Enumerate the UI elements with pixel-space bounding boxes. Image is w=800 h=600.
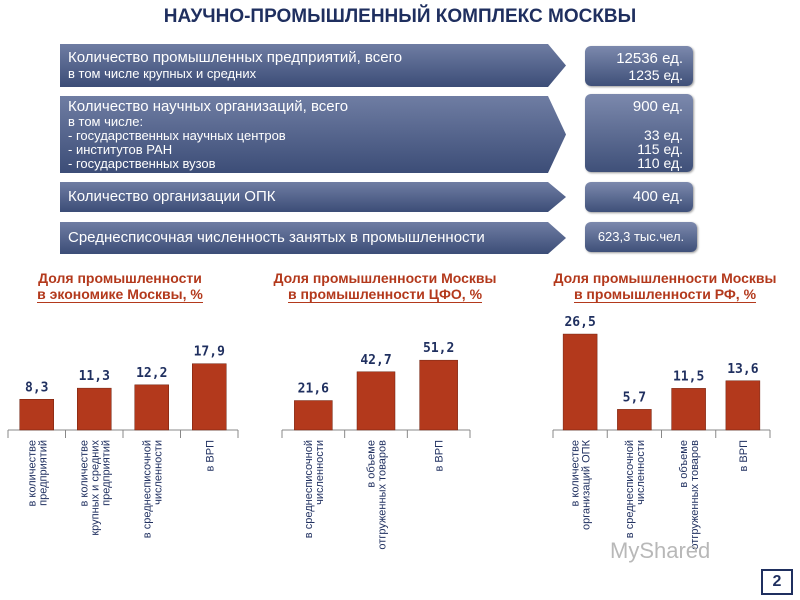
category-label-line: численности — [635, 440, 647, 505]
category-label-line: отгруженных товаров — [377, 440, 389, 550]
category-label: в ВРП — [738, 440, 750, 472]
bar-value-label: 21,6 — [298, 382, 329, 397]
category-label-line: предприятий — [100, 440, 112, 506]
category-label-line: в объеме — [678, 440, 690, 488]
stat-value: 400 ед. — [632, 188, 683, 205]
chart-title-moscow-economy: Доля промышленности в экономике Москвы, … — [0, 270, 240, 303]
bar-value-label: 51,2 — [423, 341, 454, 356]
category-label-line: в среднесписочной — [303, 440, 315, 538]
bar-value-label: 5,7 — [623, 390, 646, 405]
chart-title-line: в промышленности ЦФО, % — [287, 286, 483, 303]
chart-title-rf: Доля промышленности Москвы в промышленно… — [530, 270, 800, 303]
stat-subvalue: 110 ед. — [637, 155, 683, 171]
category-label-line: в ВРП — [204, 440, 216, 472]
category-label: в среднесписочной численности — [624, 440, 647, 538]
stat-value-science: 900 ед. 33 ед. 115 ед. 110 ед. — [585, 94, 693, 172]
category-label: в количестве организаций ОПК — [570, 439, 593, 530]
stat-value: 12536 ед. — [616, 50, 683, 67]
category-label-line: в среднесписочной — [141, 440, 153, 538]
stat-subline: - институтов РАН — [68, 142, 173, 157]
category-label: в количестве крупных и средних предприятий — [78, 440, 112, 536]
stat-label: Количество промышленных предприятий, все… — [68, 49, 403, 66]
bar-value-label: 26,5 — [564, 315, 595, 330]
bar-value-label: 13,6 — [727, 362, 758, 377]
category-label-line: в объеме — [366, 440, 378, 488]
category-label-line: организаций ОПК — [581, 439, 593, 530]
chart-title-cfo: Доля промышленности Москвы в промышленно… — [250, 270, 520, 303]
category-label: в ВРП — [434, 440, 446, 472]
category-label-line: в количестве — [26, 440, 38, 507]
bar-value-label: 17,9 — [194, 345, 225, 360]
stat-label: Количество организации ОПК — [68, 188, 276, 205]
category-label: в среднесписочной численности — [303, 440, 326, 538]
stat-banner-defense: Количество организации ОПК — [60, 182, 566, 212]
stat-label: Среднесписочная численность занятых в пр… — [68, 229, 485, 246]
chart-title-line: Доля промышленности Москвы — [273, 270, 497, 286]
stat-value-enterprises: 12536 ед. 1235 ед. — [585, 46, 693, 86]
category-label-line: численности — [314, 440, 326, 505]
category-label-line: предприятий — [37, 440, 49, 506]
stat-subline: в том числе крупных и средних — [68, 66, 257, 81]
stat-banner-science: Количество научных организаций, всего в … — [60, 96, 566, 173]
stat-label: Количество научных организаций, всего — [68, 98, 349, 115]
bar — [671, 388, 706, 431]
bar — [77, 387, 112, 431]
category-label-line: в количестве — [570, 440, 582, 507]
category-label: в объеме отгруженных товаров — [366, 440, 389, 550]
chart-title-line: Доля промышленности Москвы — [553, 270, 777, 286]
category-label-line: численности — [152, 440, 164, 505]
bar — [356, 371, 396, 431]
stat-subline: в том числе: — [68, 114, 144, 129]
page-title: НАУЧНО-ПРОМЫШЛЕННЫЙ КОМПЛЕКС МОСКВЫ — [163, 6, 637, 27]
bar — [192, 363, 227, 431]
stat-value-defense: 400 ед. — [585, 182, 693, 212]
bar — [617, 409, 652, 431]
category-label-line: в ВРП — [738, 440, 750, 472]
bar — [134, 384, 169, 431]
category-label-line: в среднесписочной — [624, 440, 636, 538]
chart-title-line: Доля промышленности — [38, 270, 202, 286]
chart-title-line: в экономике Москвы, % — [37, 286, 203, 303]
stat-subvalue: 33 ед. — [644, 127, 683, 143]
category-label: в объеме отгруженных товаров — [678, 440, 701, 550]
bar-value-label: 11,3 — [79, 369, 110, 384]
bar — [562, 333, 598, 431]
category-label-line: крупных и средних — [89, 440, 101, 536]
category-label: в ВРП — [204, 440, 216, 472]
stat-subline: - государственных научных центров — [68, 128, 286, 143]
bar — [19, 399, 54, 431]
bar — [419, 359, 458, 431]
category-label-line: в ВРП — [434, 440, 446, 472]
stat-subvalue: 1235 ед. — [628, 67, 683, 83]
category-label-line: отгруженных товаров — [689, 440, 701, 550]
stat-value: 623,3 тыс.чел. — [597, 229, 685, 244]
stat-value-employment: 623,3 тыс.чел. — [585, 222, 697, 252]
watermark: MyShared — [610, 538, 711, 563]
bar-value-label: 12,2 — [136, 366, 167, 381]
category-label-line: в количестве — [78, 440, 90, 507]
stat-subline: - государственных вузов — [68, 156, 216, 171]
category-label: в среднесписочной численности — [141, 440, 164, 538]
page-number: 2 — [761, 569, 793, 595]
stat-banner-employment: Среднесписочная численность занятых в пр… — [60, 222, 566, 254]
bar-value-label: 11,5 — [673, 369, 704, 384]
stat-value: 900 ед. — [632, 98, 683, 115]
bar — [725, 380, 761, 431]
stat-banner-enterprises: Количество промышленных предприятий, все… — [60, 44, 566, 87]
chart-title-line: в промышленности РФ, % — [573, 286, 757, 303]
bar — [294, 400, 333, 431]
bar-value-label: 8,3 — [25, 380, 48, 395]
bar-value-label: 42,7 — [360, 353, 391, 368]
category-label: в количестве предприятий — [26, 440, 49, 507]
stat-subvalue: 115 ед. — [637, 141, 683, 157]
